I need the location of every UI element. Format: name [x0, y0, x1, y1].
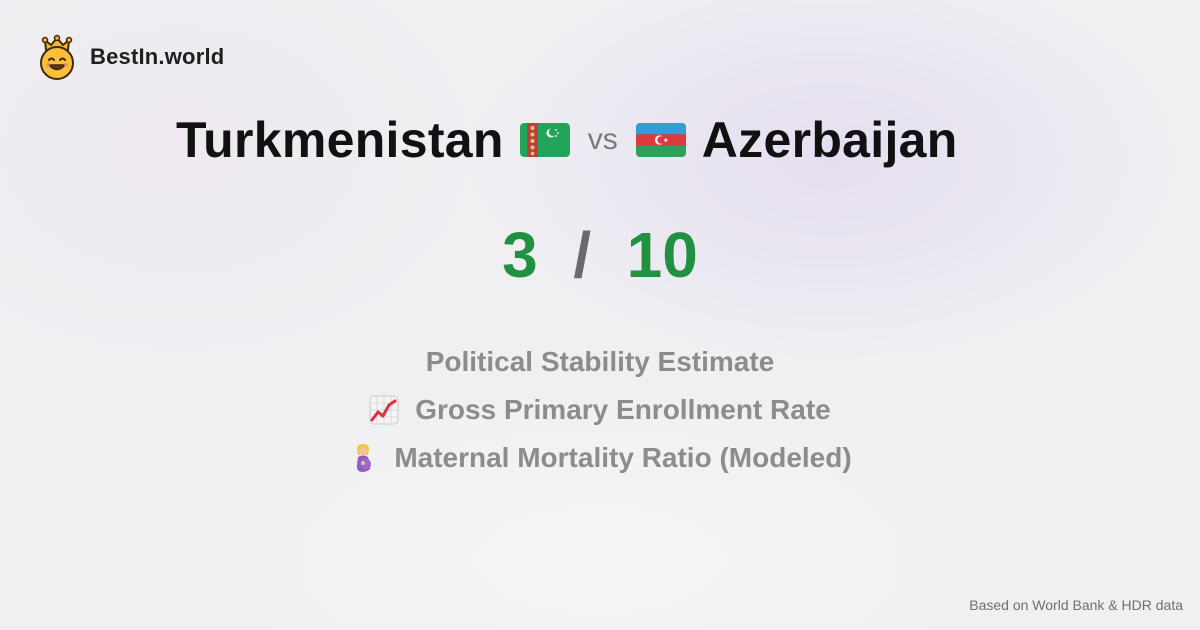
crowned-smiley-icon [40, 34, 74, 80]
metric-item: Gross Primary Enrollment Rate [369, 386, 831, 434]
metrics-list: Political Stability Estimate Gross Prima… [0, 338, 1200, 482]
metric-item: Maternal Mortality Ratio (Modeled) [348, 434, 852, 482]
brand-name: BestIn.world [90, 44, 225, 69]
metric-label: Political Stability Estimate [425, 346, 775, 377]
score: 3 / 10 [0, 218, 1200, 292]
data-source-note: Based on World Bank & HDR data [969, 597, 1183, 613]
azerbaijan-flag-icon [635, 123, 686, 157]
vs-label: vs [587, 123, 618, 156]
turkmenistan-flag-icon [519, 123, 570, 157]
metric-label: Gross Primary Enrollment Rate [415, 394, 831, 425]
pregnant-woman-icon [357, 444, 372, 472]
country-a-name: Turkmenistan [176, 112, 504, 168]
country-b-name: Azerbaijan [701, 112, 958, 168]
score-a: 3 [502, 219, 538, 291]
metric-item: Political Stability Estimate [426, 338, 775, 386]
metric-label: Maternal Mortality Ratio (Modeled) [394, 442, 852, 473]
comparison-title: Turkmenistan vs Azerbaijan [176, 108, 958, 172]
score-b: 10 [626, 219, 698, 291]
chart-increasing-icon [369, 395, 399, 425]
score-separator: / [573, 219, 592, 291]
brand[interactable]: BestIn.world [38, 34, 224, 80]
